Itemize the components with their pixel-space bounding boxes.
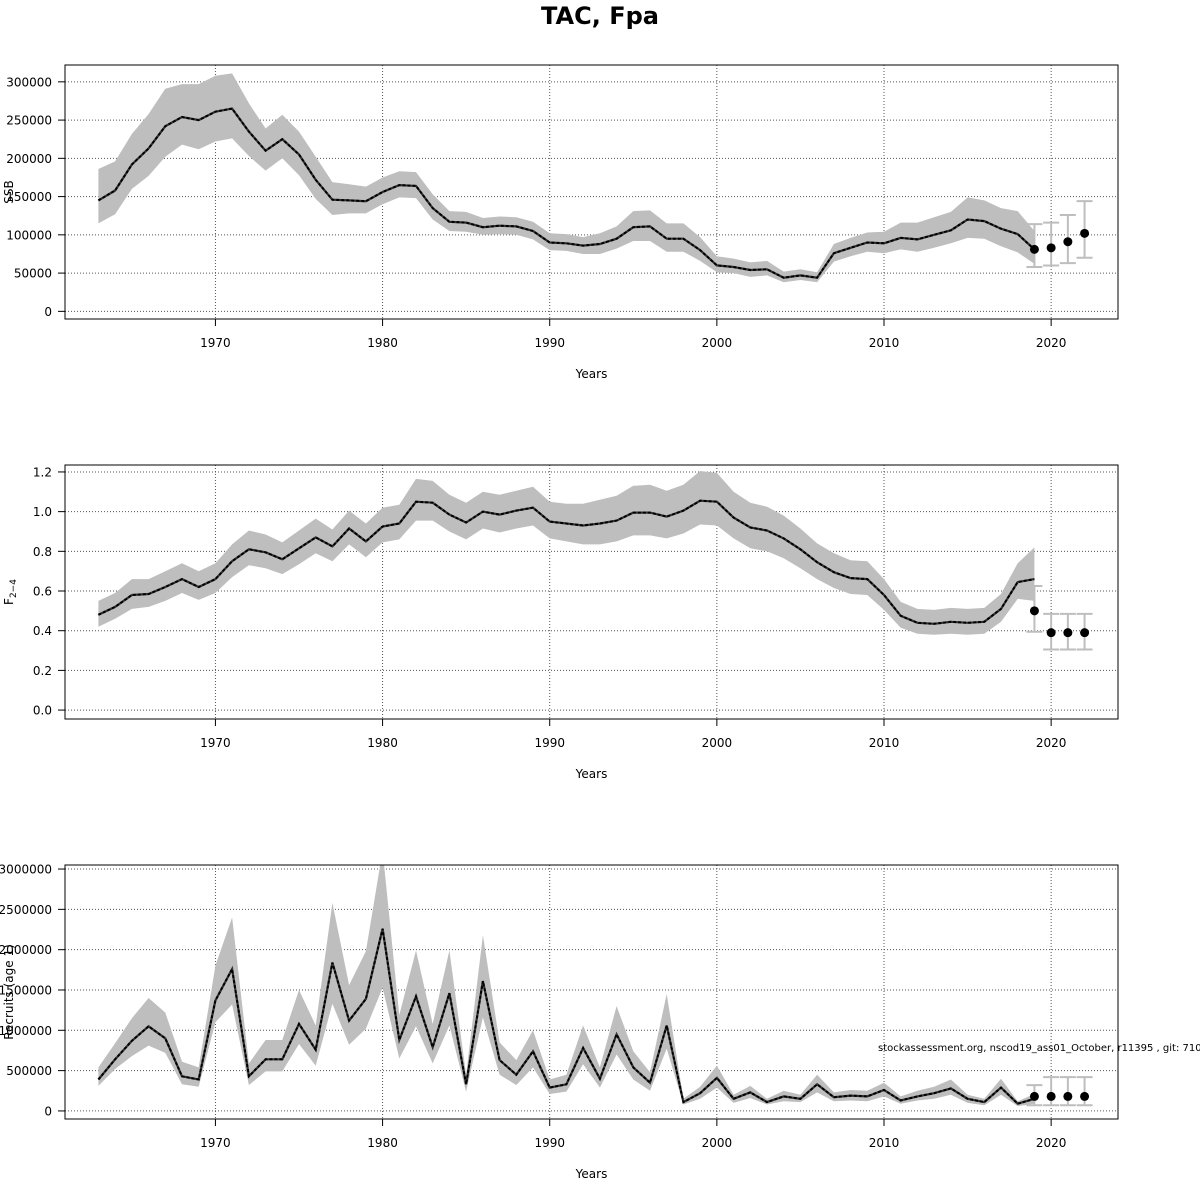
recruits-ytick-label-0: 0 (44, 1104, 52, 1118)
ssb-xtick-label-0: 1970 (200, 336, 231, 350)
recruits-xtick-label-3: 2000 (702, 1136, 733, 1150)
ssb-xtick-label-2: 1990 (534, 336, 565, 350)
recruits-xtick-label-1: 1980 (367, 1136, 398, 1150)
recruits-ytick-label-1: 500000 (6, 1064, 52, 1078)
f-ytick-label-3: 0.6 (33, 585, 52, 599)
ssb-ytick-label-3: 150000 (6, 190, 52, 204)
ssb-ytick-label-4: 200000 (6, 152, 52, 166)
ssb-xtick-label-5: 2020 (1036, 336, 1067, 350)
recruits-ytick-label-5: 2500000 (0, 903, 52, 917)
f-xtick-label-5: 2020 (1036, 736, 1067, 750)
recruits-xtick-label-0: 1970 (200, 1136, 231, 1150)
f-ytick-label-0: 0.0 (33, 704, 52, 718)
fishing-mortality-panel: 1970 1980 1990 2000 2010 2020 0.0 0.2 0.4 0.6 0.8 1… (2, 464, 1119, 781)
recruits-ylabel: Recruits (age 1) (2, 944, 16, 1040)
ssb-ytick-label-5: 250000 (6, 114, 52, 128)
recruits-ytick-label-2: 1000000 (0, 1024, 52, 1038)
ssb-panel: 1970 1980 1990 2000 2010 2020 0 50000 100000 1500… (2, 64, 1119, 381)
f-confidence-band (98, 471, 1035, 635)
f-ytick-label-1: 0.2 (33, 664, 52, 678)
f-estimate-dash (97, 499, 1035, 625)
f-ytick-label-5: 1.0 (33, 505, 52, 519)
ssb-forecast-point-0 (1029, 244, 1039, 254)
ssb-xtick-label-3: 2000 (702, 336, 733, 350)
recruits-confidence-band (98, 865, 1035, 1107)
recruits-panel: 1970 1980 1990 2000 2010 2020 0 500000 1000000 15… (0, 863, 1119, 1181)
chart-title: TAC, Fpa (541, 2, 659, 30)
recruits-xtick-label-4: 2010 (869, 1136, 900, 1150)
recruits-forecast-point-3 (1080, 1091, 1090, 1101)
f-forecast-point-0 (1029, 606, 1039, 616)
ssb-ytick-label-0: 0 (44, 305, 52, 319)
ssb-xlabel: Years (575, 367, 608, 381)
recruits-ytick-label-3: 1500000 (0, 983, 52, 997)
ssb-ytick-label-2: 100000 (6, 228, 52, 242)
ssb-estimate-dash (97, 107, 1036, 279)
watermark-text: stockassessment.org, nscod19_ass01_Octob… (878, 1043, 1200, 1054)
ssb-xtick-label-1: 1980 (367, 336, 398, 350)
recruits-ytick-label-6: 3000000 (0, 863, 52, 877)
ssb-xtick-label-4: 2010 (869, 336, 900, 350)
f-ylabel-subscript: 2−4 (9, 579, 19, 598)
recruits-plot-frame (64, 864, 1119, 1120)
recruits-ytick-label-4: 2000000 (0, 943, 52, 957)
ssb-forecast-point-2 (1063, 237, 1073, 247)
f-forecast-point-2 (1063, 628, 1073, 638)
recruits-forecast-point-2 (1063, 1091, 1073, 1101)
f-forecast-point-1 (1046, 628, 1056, 638)
recruits-forecast-point-1 (1046, 1091, 1056, 1101)
f-xtick-label-2: 1990 (534, 736, 565, 750)
f-xlabel: Years (575, 767, 608, 781)
f-xtick-label-4: 2010 (869, 736, 900, 750)
ssb-forecast-point-3 (1080, 228, 1090, 238)
recruits-xtick-label-2: 1990 (534, 1136, 565, 1150)
ssb-plot-frame (64, 64, 1119, 320)
f-forecast-point-3 (1080, 628, 1090, 638)
ssb-forecast-point-1 (1046, 243, 1056, 253)
f-xtick-label-1: 1980 (367, 736, 398, 750)
f-ytick-label-6: 1.2 (33, 465, 52, 479)
f-ytick-label-2: 0.4 (33, 624, 52, 638)
f-ylabel: F2−4 (2, 579, 19, 605)
ssb-ylabel: SSB (2, 180, 16, 203)
recruits-xlabel: Years (575, 1167, 608, 1181)
f-ytick-label-4: 0.8 (33, 545, 52, 559)
f-xtick-label-3: 2000 (702, 736, 733, 750)
recruits-estimate-dash (97, 928, 1035, 1105)
ssb-confidence-band (98, 73, 1035, 283)
f-xtick-label-0: 1970 (200, 736, 231, 750)
ssb-ytick-label-6: 300000 (6, 75, 52, 89)
recruits-xtick-label-5: 2020 (1036, 1136, 1067, 1150)
ssb-ytick-label-1: 50000 (14, 267, 52, 281)
recruits-forecast-point-0 (1029, 1091, 1039, 1101)
f-plot-frame (64, 464, 1119, 720)
